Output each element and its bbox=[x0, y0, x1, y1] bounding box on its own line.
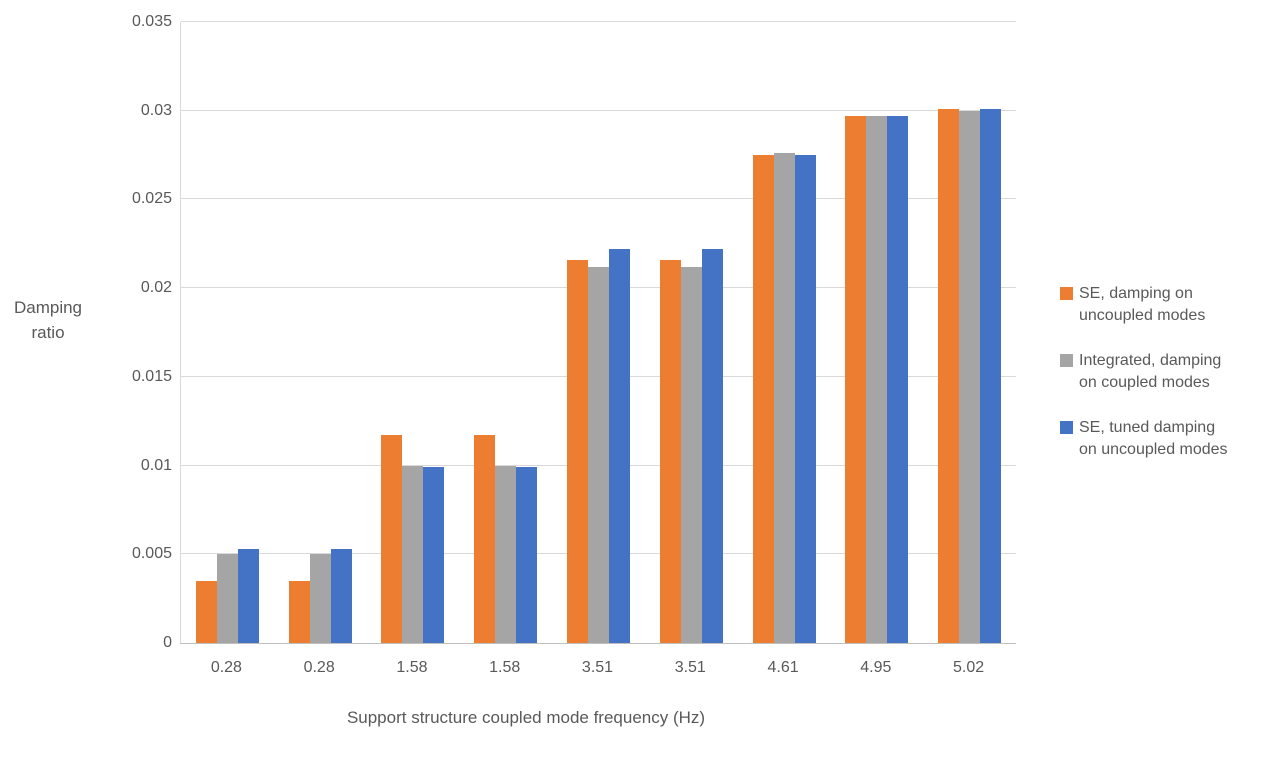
legend-label: Integrated, damping on coupled modes bbox=[1079, 352, 1222, 391]
bar-blue-6 bbox=[794, 155, 816, 643]
bar-gray-7 bbox=[866, 116, 888, 643]
bar-blue-4 bbox=[608, 249, 630, 643]
bar-orange-7 bbox=[845, 116, 867, 643]
bar-group-3 bbox=[459, 22, 552, 643]
x-tick-label: 1.58 bbox=[489, 659, 521, 676]
bar-orange-6 bbox=[752, 155, 774, 643]
y-axis-title-line2: ratio bbox=[31, 323, 65, 342]
bar-gray-8 bbox=[959, 110, 981, 643]
bar-blue-1 bbox=[330, 548, 352, 643]
gridline bbox=[181, 21, 1016, 22]
bar-blue-7 bbox=[887, 116, 909, 643]
legend-swatch bbox=[1060, 287, 1073, 300]
bar-orange-3 bbox=[474, 435, 496, 643]
bar-blue-0 bbox=[237, 548, 259, 643]
plot-area bbox=[180, 21, 1016, 644]
bar-gray-4 bbox=[587, 266, 609, 643]
y-axis-title-line1: Damping bbox=[13, 298, 83, 317]
bar-blue-8 bbox=[980, 108, 1002, 643]
bar-gray-2 bbox=[402, 465, 424, 643]
x-tick-label: 0.28 bbox=[210, 659, 242, 676]
bar-group-5 bbox=[645, 22, 738, 643]
y-tick-label: 0.035 bbox=[131, 13, 172, 30]
legend-item-se-damping: SE, damping on uncoupled modes bbox=[1060, 283, 1280, 327]
gridline bbox=[181, 198, 1016, 200]
y-tick-label: 0.015 bbox=[131, 367, 172, 385]
bar-gray-3 bbox=[495, 465, 517, 643]
bar-group-4 bbox=[552, 22, 645, 643]
bar-group-1 bbox=[274, 22, 367, 643]
legend-item-se-tuned-damping: SE, tuned damping on uncoupled modes bbox=[1060, 417, 1280, 461]
y-tick-label: 0.01 bbox=[140, 456, 172, 474]
bar-blue-2 bbox=[423, 467, 445, 643]
x-tick-label: 4.95 bbox=[860, 659, 892, 676]
x-tick-label: 0.28 bbox=[303, 659, 335, 676]
bar-group-0 bbox=[181, 22, 274, 643]
bar-orange-0 bbox=[195, 580, 217, 643]
bar-orange-1 bbox=[288, 580, 310, 643]
x-tick-label: 3.51 bbox=[581, 659, 614, 676]
y-tick-label: 0.03 bbox=[140, 101, 172, 119]
y-tick-label: 0.025 bbox=[131, 190, 172, 208]
x-tick-label: 4.61 bbox=[767, 659, 799, 676]
legend: SE, damping on uncoupled modes Integrate… bbox=[1060, 283, 1280, 484]
y-tick-label: 0.02 bbox=[140, 279, 172, 297]
y-axis-title: Damping ratio bbox=[2, 295, 94, 345]
legend-label: SE, damping on uncoupled modes bbox=[1079, 285, 1206, 324]
y-tick-label: 0 bbox=[163, 634, 172, 651]
bar-orange-4 bbox=[566, 259, 588, 643]
bar-gray-6 bbox=[773, 153, 795, 643]
bar-gray-5 bbox=[680, 266, 702, 643]
x-tick-label: 3.51 bbox=[674, 659, 706, 676]
bar-group-8 bbox=[923, 22, 1016, 643]
bar-orange-5 bbox=[659, 259, 681, 643]
bar-blue-3 bbox=[516, 467, 538, 643]
legend-swatch bbox=[1060, 421, 1073, 434]
bar-orange-8 bbox=[938, 108, 960, 643]
x-tick-label: 1.58 bbox=[396, 659, 428, 676]
bar-group-7 bbox=[830, 22, 923, 643]
y-tick-label: 0.005 bbox=[131, 545, 172, 563]
gridline bbox=[181, 109, 1016, 111]
legend-label: SE, tuned damping on uncoupled modes bbox=[1079, 419, 1228, 458]
x-tick-label: 5.02 bbox=[953, 659, 985, 676]
bar-blue-5 bbox=[701, 249, 723, 643]
legend-item-integrated-damping: Integrated, damping on coupled modes bbox=[1060, 350, 1280, 394]
bar-group-2 bbox=[367, 22, 460, 643]
bar-group-6 bbox=[738, 22, 831, 643]
legend-swatch bbox=[1060, 354, 1073, 367]
x-axis-title: Support structure coupled mode frequency… bbox=[346, 708, 706, 727]
bar-gray-1 bbox=[309, 554, 331, 643]
bar-gray-0 bbox=[216, 554, 238, 643]
bar-orange-2 bbox=[381, 435, 403, 643]
